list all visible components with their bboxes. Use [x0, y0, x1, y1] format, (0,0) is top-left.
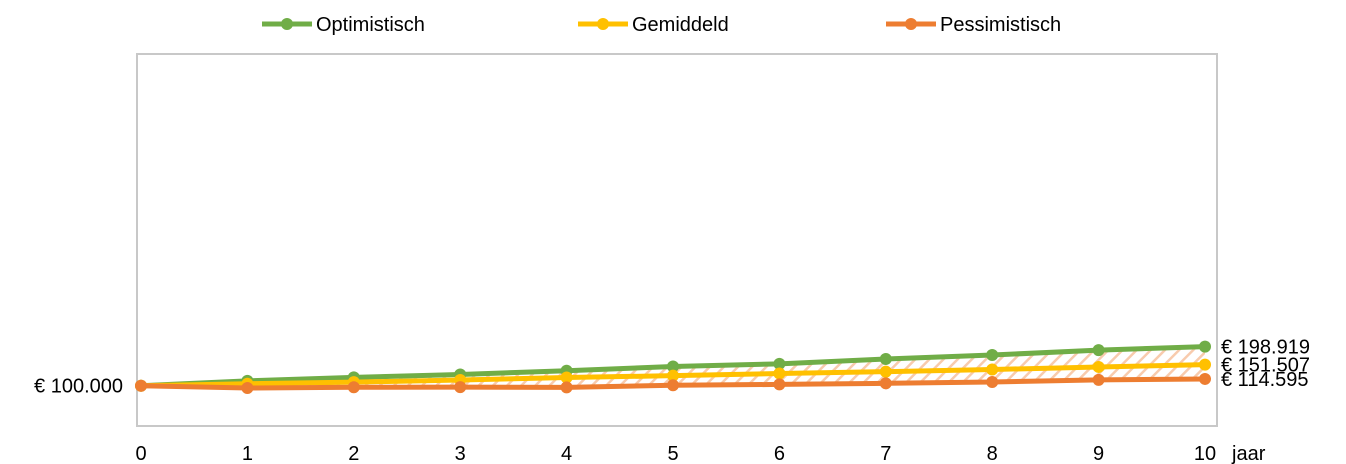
end-value-label: € 151.507 — [1221, 355, 1310, 377]
legend-item-optimistisch: Optimistisch — [262, 14, 425, 36]
legend-item-gemiddeld: Gemiddeld — [578, 14, 729, 36]
data-point — [241, 382, 254, 395]
data-point — [667, 379, 679, 392]
x-axis: 0 1 2 3 4 5 6 7 8 9 10 jaar — [135, 443, 1265, 464]
data-point — [879, 352, 892, 365]
data-point — [773, 378, 786, 391]
legend-swatch-marker — [281, 18, 293, 30]
legend-item-pessimistisch: Pessimistisch — [886, 14, 1061, 36]
data-point — [667, 360, 679, 373]
data-point — [986, 349, 999, 362]
data-point — [667, 369, 679, 382]
legend-label: Pessimistisch — [940, 14, 1061, 36]
series-lines — [135, 340, 1211, 395]
x-tick-label: 8 — [987, 443, 998, 464]
legend: Optimistisch Gemiddeld Pessimistisch — [262, 14, 1061, 36]
value-labels: € 198.919€ 151.507€ 114.595 € 100.000 — [34, 337, 1310, 398]
x-tick-label: 4 — [561, 443, 572, 464]
data-point — [773, 357, 786, 370]
legend-label: Gemiddeld — [632, 14, 729, 36]
data-point — [986, 376, 999, 389]
x-axis-title: jaar — [1231, 443, 1266, 464]
x-tick-label: 1 — [242, 443, 253, 464]
x-tick-label: 10 — [1194, 443, 1216, 464]
data-point — [773, 367, 786, 380]
x-tick-label: 3 — [455, 443, 466, 464]
x-tick-label: 9 — [1093, 443, 1104, 464]
x-tick-label: 5 — [667, 443, 678, 464]
data-point — [454, 381, 467, 394]
end-value-label: € 198.919 — [1221, 337, 1310, 359]
data-point — [879, 377, 892, 390]
data-point — [1092, 373, 1105, 386]
legend-label: Optimistisch — [316, 14, 425, 36]
start-value-label: € 100.000 — [34, 376, 123, 398]
x-tick-label: 0 — [135, 443, 146, 464]
data-point — [879, 365, 892, 378]
series-pessimistisch — [135, 372, 1211, 395]
data-point — [986, 363, 999, 376]
data-point — [1199, 358, 1211, 371]
data-point — [560, 371, 573, 384]
data-point — [1199, 340, 1211, 353]
x-tick-label: 6 — [774, 443, 785, 464]
data-point — [560, 381, 573, 394]
data-point — [135, 379, 147, 392]
end-value-label: € 114.595 — [1221, 369, 1309, 391]
data-point — [347, 381, 360, 394]
legend-swatch-marker — [597, 18, 609, 30]
data-point — [1199, 372, 1211, 385]
legend-swatch-marker — [905, 18, 917, 30]
x-tick-label: 2 — [348, 443, 359, 464]
data-point — [1092, 344, 1105, 357]
data-point — [1092, 360, 1105, 373]
x-tick-label: 7 — [880, 443, 891, 464]
